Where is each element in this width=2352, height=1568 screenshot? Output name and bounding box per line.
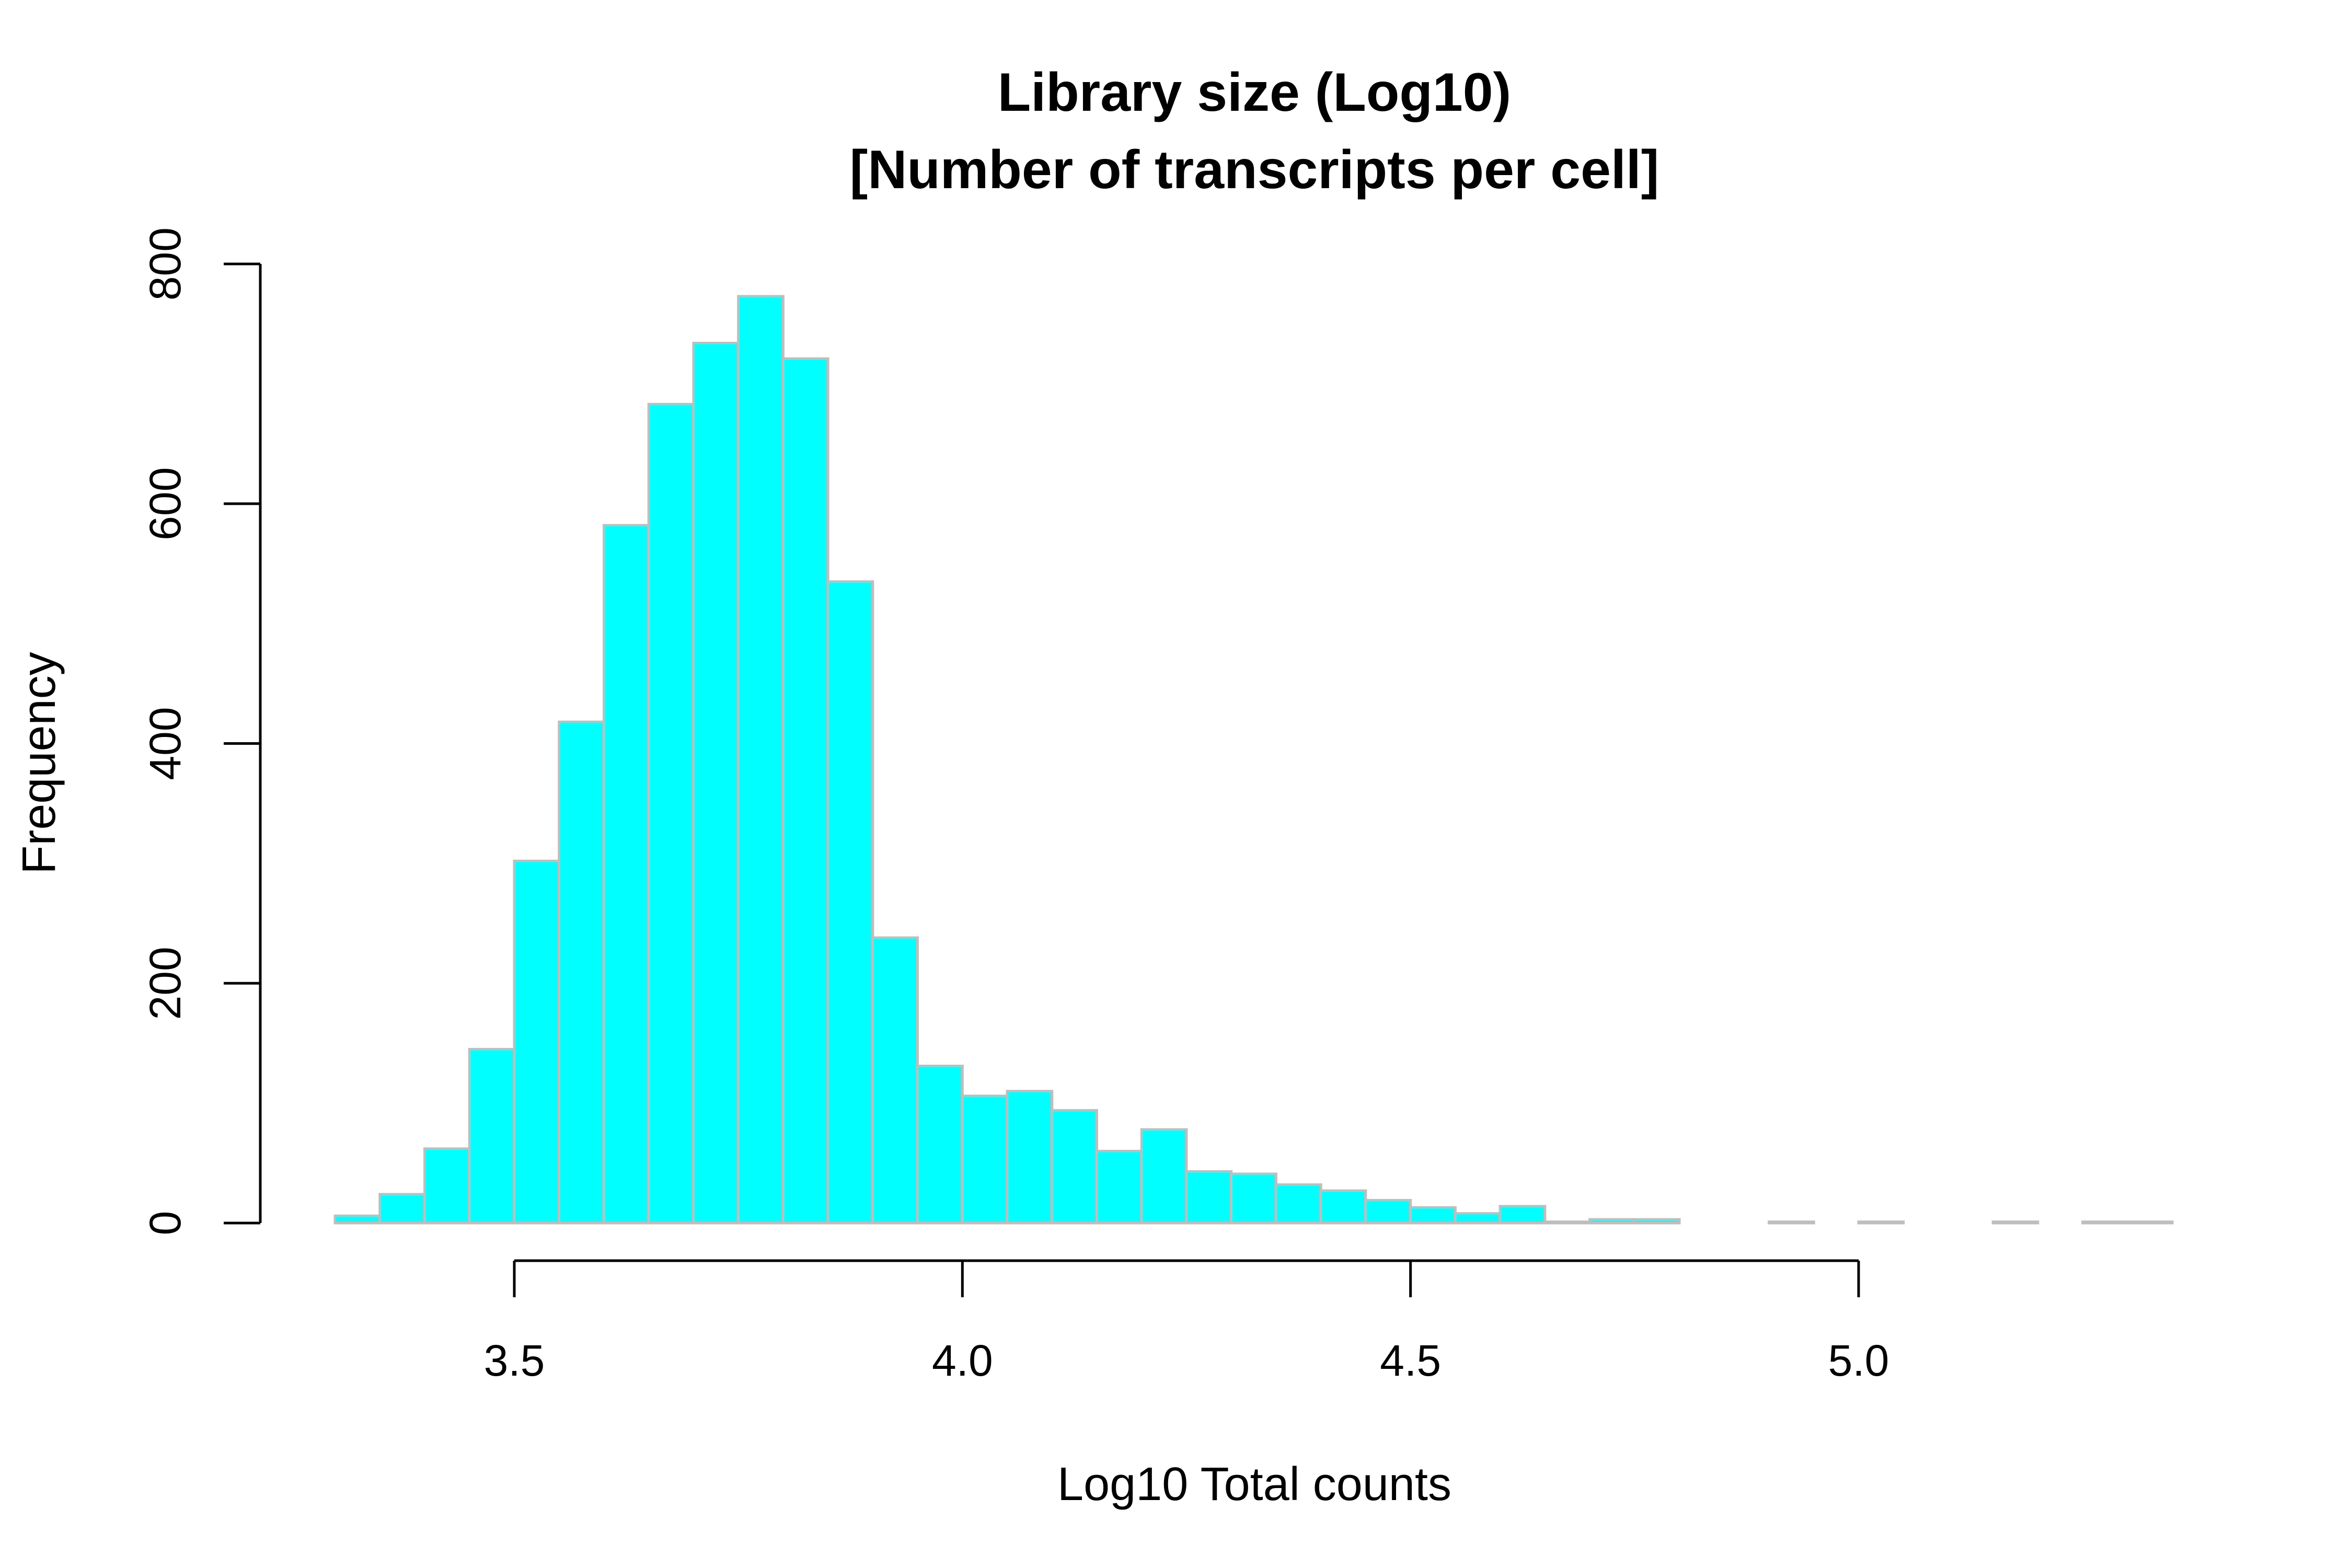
x-axis: 3.5 4.0 4.5 5.0 xyxy=(484,1259,1889,1385)
histogram-bar xyxy=(1498,1205,1547,1225)
x-tick-label: 5.0 xyxy=(1828,1336,1889,1385)
histogram-bar xyxy=(1185,1170,1233,1225)
histogram-bar xyxy=(826,580,874,1225)
histogram-bar xyxy=(692,341,740,1225)
histogram-bar xyxy=(1051,1109,1099,1225)
histogram-bar xyxy=(602,524,650,1225)
histogram-bar xyxy=(468,1047,516,1225)
x-tick-label: 4.5 xyxy=(1380,1336,1441,1385)
histogram-bar xyxy=(1633,1218,1681,1225)
y-tick-label: 0 xyxy=(141,1211,190,1236)
histogram-bar xyxy=(2126,1220,2174,1225)
x-axis-label: Log10 Total counts xyxy=(1057,1458,1451,1511)
y-tick-label: 200 xyxy=(141,947,190,1020)
y-axis: 0 200 400 600 800 xyxy=(141,227,262,1236)
histogram-bar xyxy=(1768,1220,1815,1225)
histogram-bar xyxy=(378,1193,426,1225)
histogram-bar xyxy=(1006,1090,1054,1225)
histogram-bar xyxy=(2081,1220,2129,1225)
y-tick-label: 600 xyxy=(141,467,190,540)
histogram-bar xyxy=(423,1147,471,1225)
histogram-bar xyxy=(916,1065,964,1225)
histogram-bar xyxy=(1454,1212,1502,1225)
histogram-bar xyxy=(647,402,695,1225)
histogram-bar xyxy=(558,720,605,1225)
histogram-bar xyxy=(1140,1128,1188,1225)
histogram-bar xyxy=(1319,1189,1367,1225)
histogram-bar xyxy=(1096,1149,1143,1225)
histogram-bar xyxy=(1543,1220,1592,1225)
histogram-bar xyxy=(737,295,785,1225)
histogram-bar xyxy=(781,357,829,1225)
histogram-bar xyxy=(1857,1220,1905,1225)
histogram-bar xyxy=(961,1094,1009,1225)
histogram-bars xyxy=(333,295,2174,1225)
histogram-bar xyxy=(1409,1206,1457,1225)
histogram-bar xyxy=(333,1214,382,1225)
histogram-bar xyxy=(1364,1198,1412,1225)
y-tick-label: 400 xyxy=(141,707,190,780)
histogram-bar xyxy=(1230,1172,1277,1225)
histogram-bar xyxy=(1991,1220,2039,1225)
y-tick-label: 800 xyxy=(141,227,190,301)
histogram-bar xyxy=(1588,1218,1636,1225)
x-tick-label: 3.5 xyxy=(484,1336,545,1385)
histogram-bar xyxy=(871,936,919,1225)
y-axis-label: Frequency xyxy=(13,652,65,874)
histogram-bar xyxy=(1274,1183,1322,1225)
histogram-bar xyxy=(513,859,561,1225)
chart-title-line-2: [Number of transcripts per cell] xyxy=(850,140,1659,200)
chart-title-line-1: Library size (Log10) xyxy=(998,62,1511,123)
x-tick-label: 4.0 xyxy=(932,1336,993,1385)
